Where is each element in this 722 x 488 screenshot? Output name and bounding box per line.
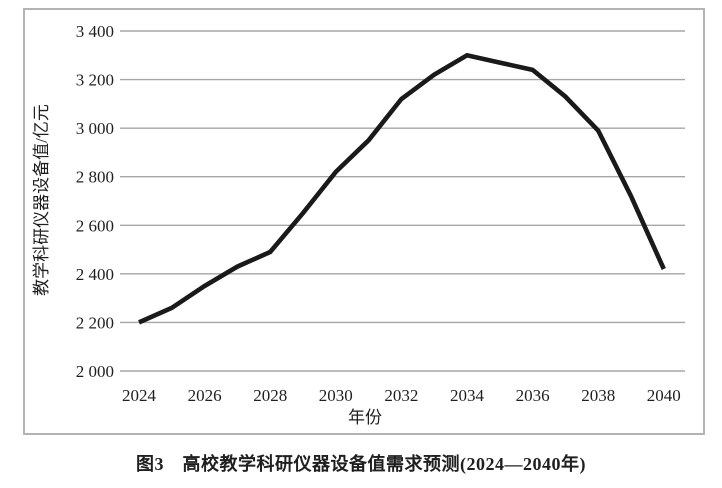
y-tick-label: 2 800 <box>76 168 114 187</box>
y-tick-labels: 2 000 2 200 2 400 2 600 2 800 3 000 3 200 3 400 <box>76 22 114 381</box>
y-tick-label: 2 200 <box>76 313 114 332</box>
x-tick-label: 2032 <box>384 386 418 405</box>
y-tick-label: 2 000 <box>76 362 114 381</box>
x-tick-label: 2038 <box>581 386 615 405</box>
gridlines <box>120 30 685 372</box>
y-tick-label: 3 000 <box>76 119 114 138</box>
figure-panel: 2 000 2 200 2 400 2 600 2 800 3 000 3 200 3 400… <box>23 8 705 435</box>
figure-caption: 图3 高校教学科研仪器设备值需求预测(2024—2040年) <box>136 454 586 474</box>
line-chart: 2 000 2 200 2 400 2 600 2 800 3 000 3 200 3 400… <box>32 22 685 427</box>
y-tick-label: 2 600 <box>76 216 114 235</box>
x-tick-label: 2030 <box>319 386 353 405</box>
demand-forecast-line <box>138 52 666 325</box>
x-tick-label: 2028 <box>253 386 287 405</box>
x-tick-labels: 2024 2026 2028 2030 2032 2034 2036 2038 2040 <box>122 386 681 405</box>
y-axis-label: 教学科研仪器设备值/亿元 <box>32 104 51 296</box>
x-tick-label: 2034 <box>450 386 485 405</box>
x-tick-label: 2036 <box>516 386 550 405</box>
x-tick-label: 2024 <box>122 386 157 405</box>
y-tick-label: 3 400 <box>76 22 114 41</box>
x-tick-label: 2026 <box>188 386 222 405</box>
x-axis-label: 年份 <box>348 408 382 427</box>
x-tick-label: 2040 <box>647 386 681 405</box>
y-tick-label: 2 400 <box>76 265 114 284</box>
y-tick-label: 3 200 <box>76 71 114 90</box>
